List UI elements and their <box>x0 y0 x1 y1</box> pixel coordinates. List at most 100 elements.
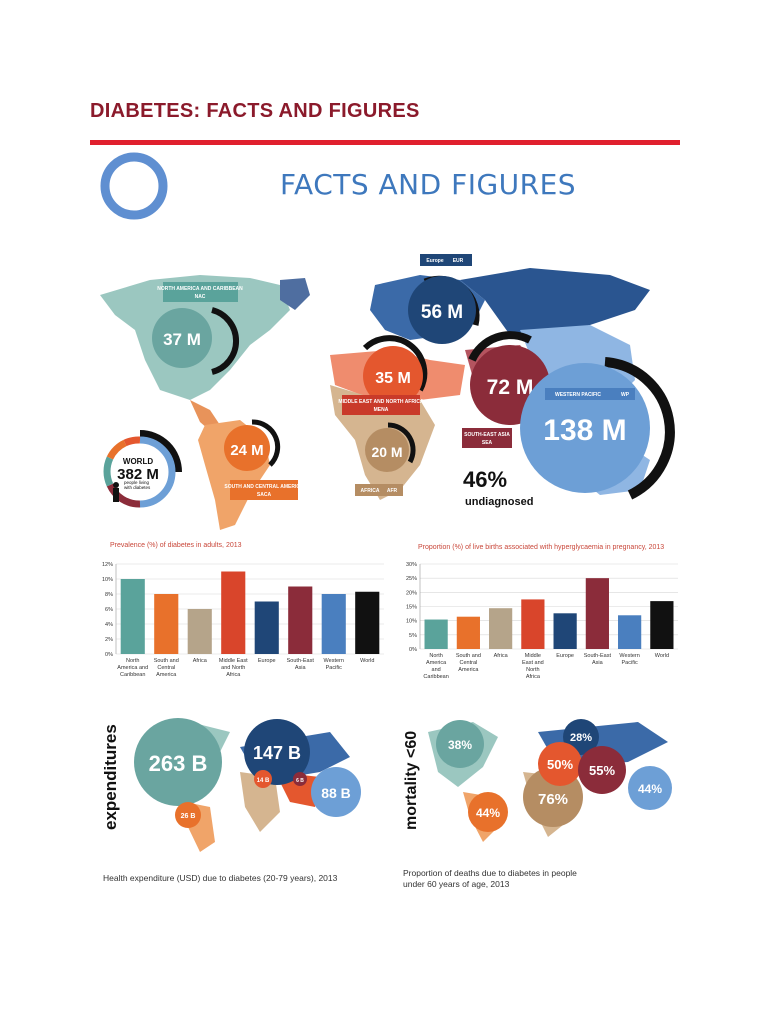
chart2-title: Proportion (%) of live births associated… <box>418 544 665 551</box>
region-tag-afr: AFRICA AFR <box>355 484 403 496</box>
region-bubble-eur <box>408 276 476 344</box>
mortality-map: mortality <60 38% 28% 76% 50% 55% 44% 44… <box>403 719 672 842</box>
exp-bubble-2 <box>244 719 310 785</box>
world-map: 37 M NORTH AMERICA AND CARIBBEAN NAC 56 … <box>100 254 675 530</box>
expenditures-map: expenditures 263 B 147 B 88 B 26 B 14 B … <box>101 718 361 852</box>
x-tick-label: Africa <box>494 653 509 659</box>
bar <box>650 601 674 649</box>
region-value-sea: 72 M <box>487 376 534 399</box>
y-tick-label: 8% <box>105 592 113 598</box>
x-tick-label: Europe <box>258 658 276 664</box>
exp-bubble-4 <box>175 802 201 828</box>
svg-text:EUR: EUR <box>453 258 464 264</box>
russia-asia-shape <box>460 268 650 335</box>
x-tick-label: World <box>655 653 669 659</box>
x-tick-label: Europe <box>556 653 574 659</box>
svg-text:147 B: 147 B <box>253 743 301 763</box>
bar <box>254 601 279 654</box>
bar <box>187 609 212 654</box>
x-tick-label: South and Central America <box>154 658 179 678</box>
y-tick-label: 6% <box>105 607 113 613</box>
bar <box>355 591 380 654</box>
x-tick-label: Africa <box>193 658 208 664</box>
sea-arc <box>468 331 532 362</box>
region-tag-mena: MIDDLE EAST AND NORTH AFRICA MENA <box>338 395 424 415</box>
y-tick-label: 4% <box>105 622 113 628</box>
mena-arc <box>362 335 428 392</box>
svg-text:AFR: AFR <box>387 488 398 494</box>
idf-logo-ring-icon <box>100 152 168 220</box>
svg-text:AFRICA: AFRICA <box>361 488 380 494</box>
region-value-wp: 138 M <box>543 414 626 447</box>
svg-text:MENA: MENA <box>374 407 389 413</box>
svg-text:SOUTH-EAST ASIA: SOUTH-EAST ASIA <box>464 432 510 438</box>
svg-text:Europe: Europe <box>426 258 443 264</box>
title-rule <box>90 140 680 145</box>
bar <box>521 599 545 649</box>
region-tag-eur: Europe EUR <box>420 254 472 266</box>
y-tick-label: 2% <box>105 637 113 643</box>
saca-arc <box>251 419 281 467</box>
chart1-title: Prevalence (%) of diabetes in adults, 20… <box>110 542 242 549</box>
mortality-caption-line1: Proportion of deaths due to diabetes in … <box>403 868 577 878</box>
svg-text:WP: WP <box>621 392 630 398</box>
exp-bubble-6 <box>293 772 307 786</box>
bar <box>154 594 179 654</box>
region-value-eur: 56 M <box>421 302 463 323</box>
x-tick-label: Western Pacific <box>324 658 344 671</box>
world-label: WORLD <box>123 457 153 466</box>
y-tick-label: 12% <box>102 562 113 568</box>
region-bubble-saca <box>224 425 270 471</box>
mortality-caption-line2: under 60 years of age, 2013 <box>403 879 510 889</box>
region-bubble-nac <box>152 308 212 368</box>
bar <box>120 579 145 654</box>
exp-bubble-3 <box>311 767 361 817</box>
bar <box>288 586 313 654</box>
exp-bubble-1 <box>134 718 222 806</box>
world-value: 382 M <box>117 466 159 483</box>
y-tick-label: 0% <box>409 647 417 653</box>
y-tick-label: 5% <box>409 633 417 639</box>
region-bubble-afr <box>365 428 409 472</box>
x-tick-label: South-East Asia <box>584 653 612 666</box>
x-tick-label: North America and Caribbean <box>117 658 148 678</box>
bar <box>456 616 480 649</box>
region-tag-wp: WESTERN PACIFIC WP <box>545 388 635 400</box>
x-tick-label: South and Central America <box>456 653 481 673</box>
y-tick-label: 10% <box>406 619 417 625</box>
region-bubble-mena <box>363 346 423 406</box>
expenditures-side-label: expenditures <box>101 724 120 830</box>
bar <box>321 594 346 654</box>
svg-text:263 B: 263 B <box>149 751 208 776</box>
bar <box>585 578 609 649</box>
bar <box>553 613 577 649</box>
world-donut: WORLD 382 M people living with diabetes <box>100 430 182 512</box>
person-icon <box>113 488 119 502</box>
nac-arc <box>211 307 240 375</box>
x-tick-label: North America and Caribbean <box>423 653 448 680</box>
region-value-nac: 37 M <box>163 330 201 349</box>
undiagnosed-value: 46% <box>463 467 507 492</box>
undiagnosed-label: undiagnosed <box>465 496 533 508</box>
bar <box>618 615 642 649</box>
svg-text:28%: 28% <box>570 732 592 744</box>
x-tick-label: Middle East and North Africa <box>219 658 248 678</box>
y-tick-label: 15% <box>406 605 417 611</box>
svg-text:SOUTH AND CENTRAL AMERICA: SOUTH AND CENTRAL AMERICA <box>224 484 304 490</box>
x-tick-label: Western Pacific <box>619 653 639 666</box>
x-tick-label: Middle East and North Africa <box>522 653 544 680</box>
svg-text:88 B: 88 B <box>321 785 351 801</box>
x-tick-label: South-East Asia <box>287 658 315 671</box>
svg-text:50%: 50% <box>547 757 573 772</box>
greenland-shape <box>280 278 310 310</box>
expenditures-caption: Health expenditure (USD) due to diabetes… <box>103 873 338 883</box>
afr-arc <box>387 422 416 464</box>
mort-bubble-6 <box>468 792 508 832</box>
bar <box>489 608 513 649</box>
y-tick-label: 10% <box>102 577 113 583</box>
y-tick-label: 30% <box>406 562 417 568</box>
exp-bubble-5 <box>254 770 272 788</box>
region-value-saca: 24 M <box>230 442 263 459</box>
svg-text:SEA: SEA <box>482 440 493 446</box>
wp-arc <box>604 357 675 500</box>
